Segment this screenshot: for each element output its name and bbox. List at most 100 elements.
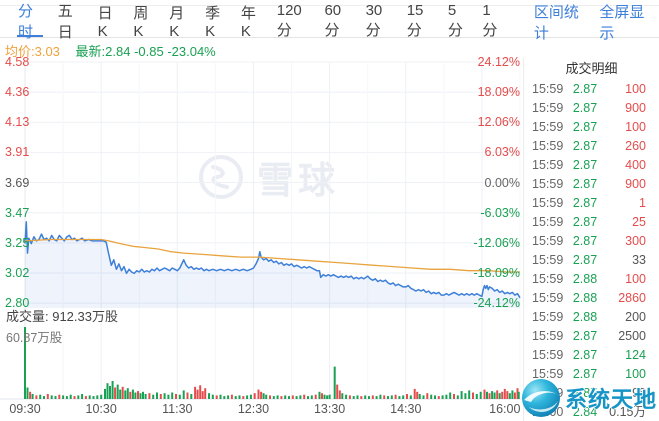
trade-row: 15:59 2.87 25	[524, 213, 659, 232]
trade-price: 2.87	[572, 82, 598, 96]
trade-time: 15:59	[532, 329, 564, 343]
trade-price: 2.87	[572, 101, 598, 115]
x-axis-time-label: 13:30	[313, 402, 346, 416]
trade-row: 15:59 2.87 400	[524, 156, 659, 175]
intraday-chart-canvas[interactable]	[0, 58, 523, 401]
trade-price: 2.87	[572, 253, 598, 267]
period-tabbar: 分时 五日 日K 周K 月K 季K 年K 120分 60分 30分 15分 5分 1分 区间统计 全屏显…	[0, 1, 659, 42]
tab-30分[interactable]: 30分	[365, 1, 383, 39]
trade-volume: 0.15万	[609, 405, 646, 419]
x-axis-time-label: 14:30	[390, 402, 422, 416]
trade-volume: 2860	[618, 291, 646, 305]
y-axis-percent-label: -18.09%	[473, 265, 520, 280]
trade-row: 15:59 2.87 100	[524, 118, 659, 137]
trade-time: 15:59	[532, 215, 564, 229]
trade-volume: 260	[625, 139, 646, 153]
y-axis-percent-label: -24.12%	[473, 296, 520, 311]
trade-volume: 100	[625, 120, 646, 134]
y-axis-percent-label: -12.06%	[473, 235, 520, 250]
trade-price: 2.87	[572, 329, 598, 343]
trade-price: 2.87	[572, 158, 598, 172]
trade-volume: 900	[625, 177, 646, 191]
tab-15分[interactable]: 15分	[406, 1, 424, 39]
tab-120分[interactable]: 120分	[276, 1, 302, 39]
y-axis-percent-label: 18.09%	[477, 85, 520, 100]
tab-日K[interactable]: 日K	[97, 4, 113, 40]
y-axis-price-label: 3.02	[5, 265, 30, 280]
trade-row: 15:59 2.87 1	[524, 194, 659, 213]
tab-分时[interactable]: 分时	[17, 3, 43, 41]
volume-max-label: 60.87万股	[6, 331, 63, 345]
trade-row: 15:59 2.87 100	[524, 80, 659, 99]
trade-volume: 1	[639, 196, 646, 210]
trade-time: 15:59	[532, 234, 564, 248]
trade-row: 15:59 2.87 900	[524, 99, 659, 118]
y-axis-price-label: 2.80	[5, 296, 30, 311]
trade-volume: 98	[632, 386, 646, 400]
y-axis-percent-label: 12.06%	[477, 115, 520, 130]
y-axis-price-label: 4.58	[5, 55, 30, 69]
trade-price: 2.87	[572, 196, 598, 210]
x-axis-time-label: 16:00	[489, 402, 521, 416]
trade-volume: 124	[625, 348, 646, 362]
range-stats-link[interactable]: 区间统计	[533, 3, 579, 42]
x-axis-time-label: 10:30	[85, 402, 117, 416]
trade-price: 2.87	[572, 348, 598, 362]
trade-volume: 100	[625, 367, 646, 381]
trade-rows-list: 15:59 2.87 100 15:59 2.87 900 15:59 2.87 100 15:5…	[524, 80, 659, 421]
xueqiu-watermark-text: 雪球	[257, 160, 339, 201]
trade-volume: 100	[625, 82, 646, 96]
trade-time: 15:59	[532, 101, 564, 115]
trade-volume: 25	[632, 215, 646, 229]
tab-周K[interactable]: 周K	[133, 4, 149, 40]
trade-detail-panel[interactable]: 成交明细 15:59 2.87 100 15:59 2.87 900 15:59 2.87 10…	[523, 58, 659, 421]
trade-volume: 400	[625, 158, 646, 172]
trade-price: 2.87	[572, 177, 598, 191]
tab-年K[interactable]: 年K	[240, 4, 256, 40]
trade-price: 2.88	[572, 310, 598, 324]
tab-季K[interactable]: 季K	[205, 4, 221, 40]
trade-price: 2.87	[572, 215, 598, 229]
tab-1分[interactable]: 1分	[482, 1, 498, 39]
trade-time: 15:59	[532, 253, 564, 267]
trade-price: 2.87	[572, 386, 598, 400]
y-axis-price-label: 3.69	[5, 175, 30, 190]
brand-globe-icon	[521, 379, 560, 417]
trade-time: 15:59	[532, 367, 564, 381]
trade-price: 2.88	[572, 272, 598, 286]
x-axis-time-label: 11:30	[162, 402, 193, 416]
trade-time: 15:59	[532, 348, 564, 362]
avg-price-text: 均价:3.03	[5, 44, 60, 59]
trade-row: 15:59 2.87 300	[524, 232, 659, 251]
latest-price-text: 最新:2.84 -0.85 -23.04%	[75, 44, 216, 59]
y-axis-percent-label: 24.12%	[477, 55, 520, 69]
trade-volume: 200	[625, 310, 646, 324]
trade-time: 15:59	[532, 120, 564, 134]
trade-time: 15:59	[532, 196, 564, 210]
trade-row: 15:59 2.87 100	[524, 365, 659, 384]
trade-row: 15:59 2.87 2500	[524, 327, 659, 346]
trade-time: 15:59	[532, 310, 564, 324]
brand-logo: 系统天地	[519, 375, 657, 421]
volume-total-label: 成交量: 912.33万股	[6, 309, 118, 324]
trade-price: 2.87	[572, 139, 598, 153]
y-axis-percent-label: 0.00%	[484, 175, 520, 190]
tab-月K[interactable]: 月K	[169, 4, 185, 40]
trade-time: 15:59	[532, 272, 564, 286]
trade-row: 15:59 2.87 900	[524, 175, 659, 194]
tab-五日[interactable]: 五日	[57, 2, 73, 41]
trade-volume: 100	[625, 272, 646, 286]
trade-row: 15:59 2.87 33	[524, 251, 659, 270]
tab-5分[interactable]: 5分	[447, 1, 463, 39]
trade-row: 15:59 2.87 260	[524, 137, 659, 156]
fullscreen-link[interactable]: 全屏显示	[599, 3, 645, 42]
trade-price: 2.87	[572, 367, 598, 381]
trade-volume: 33	[632, 253, 646, 267]
trade-price: 2.88	[572, 291, 598, 305]
x-axis-time-label: 12:30	[237, 402, 270, 416]
trade-detail-title: 成交明细	[565, 61, 618, 76]
tab-60分[interactable]: 60分	[324, 1, 342, 39]
trade-time: 15:59	[532, 177, 564, 191]
y-axis-price-label: 4.13	[5, 115, 30, 130]
